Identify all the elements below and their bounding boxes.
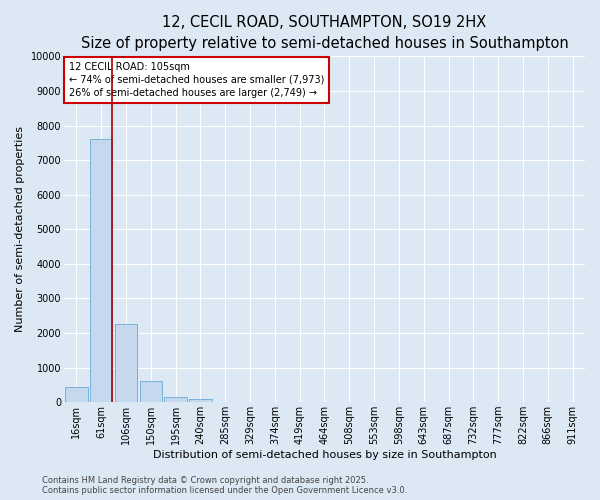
Text: 12 CECIL ROAD: 105sqm
← 74% of semi-detached houses are smaller (7,973)
26% of s: 12 CECIL ROAD: 105sqm ← 74% of semi-deta… xyxy=(69,62,325,98)
Text: Contains HM Land Registry data © Crown copyright and database right 2025.
Contai: Contains HM Land Registry data © Crown c… xyxy=(42,476,407,495)
X-axis label: Distribution of semi-detached houses by size in Southampton: Distribution of semi-detached houses by … xyxy=(152,450,496,460)
Bar xyxy=(189,400,212,402)
Bar xyxy=(115,324,137,402)
Bar xyxy=(140,380,162,402)
Bar xyxy=(164,397,187,402)
Bar xyxy=(90,140,112,402)
Bar xyxy=(65,388,88,402)
Y-axis label: Number of semi-detached properties: Number of semi-detached properties xyxy=(15,126,25,332)
Title: 12, CECIL ROAD, SOUTHAMPTON, SO19 2HX
Size of property relative to semi-detached: 12, CECIL ROAD, SOUTHAMPTON, SO19 2HX Si… xyxy=(80,15,568,51)
